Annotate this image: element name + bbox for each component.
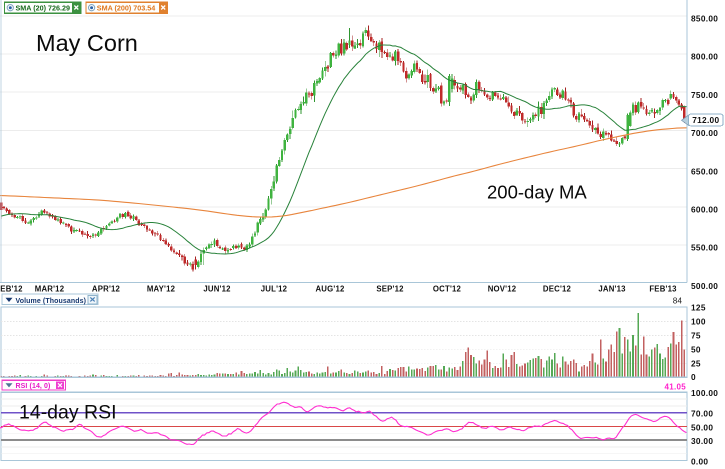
svg-text:650.00: 650.00 <box>691 166 718 176</box>
svg-text:JUN'12: JUN'12 <box>203 285 231 294</box>
svg-text:75: 75 <box>691 330 701 340</box>
svg-text:70.00: 70.00 <box>691 409 713 419</box>
svg-text:84: 84 <box>673 296 683 306</box>
svg-text:30.00: 30.00 <box>691 436 713 446</box>
svg-text:JUL'12: JUL'12 <box>261 285 288 294</box>
svg-text:100: 100 <box>691 316 706 326</box>
svg-text:500.00: 500.00 <box>691 281 718 291</box>
svg-text:FEB'13: FEB'13 <box>649 285 677 294</box>
svg-text:600.00: 600.00 <box>691 205 718 215</box>
svg-text:Volume (Thousands): Volume (Thousands) <box>16 298 87 305</box>
svg-text:14-day RSI: 14-day RSI <box>19 402 117 424</box>
svg-text:AUG'12: AUG'12 <box>315 285 345 294</box>
svg-text:800.00: 800.00 <box>691 52 718 62</box>
svg-text:SMA (200) 703.54: SMA (200) 703.54 <box>97 3 155 12</box>
svg-text:SMA (20) 726.29: SMA (20) 726.29 <box>16 3 70 12</box>
svg-text:FEB'12: FEB'12 <box>0 285 23 294</box>
svg-text:RSI (14, 0): RSI (14, 0) <box>16 383 51 390</box>
svg-text:OCT'12: OCT'12 <box>433 285 462 294</box>
svg-text:DEC'12: DEC'12 <box>543 285 572 294</box>
svg-text:700.00: 700.00 <box>691 128 718 138</box>
svg-text:50.00: 50.00 <box>691 422 713 432</box>
svg-text:25: 25 <box>691 358 701 368</box>
svg-text:125: 125 <box>691 303 706 313</box>
svg-text:200-day MA: 200-day MA <box>487 182 587 203</box>
svg-text:NOV'12: NOV'12 <box>488 285 517 294</box>
svg-text:750.00: 750.00 <box>691 90 718 100</box>
svg-text:MAY'12: MAY'12 <box>147 285 176 294</box>
svg-text:550.00: 550.00 <box>691 243 718 253</box>
svg-text:50: 50 <box>691 344 701 354</box>
svg-text:0: 0 <box>691 372 696 382</box>
svg-text:850.00: 850.00 <box>691 13 718 23</box>
svg-text:0.00: 0.00 <box>691 456 708 466</box>
svg-text:712.00: 712.00 <box>692 115 719 125</box>
svg-text:100.00: 100.00 <box>691 388 718 398</box>
svg-text:SEP'12: SEP'12 <box>376 285 404 294</box>
svg-text:APR'12: APR'12 <box>92 285 121 294</box>
svg-text:May Corn: May Corn <box>36 30 138 56</box>
svg-text:MAR'12: MAR'12 <box>35 285 65 294</box>
svg-text:JAN'13: JAN'13 <box>598 285 626 294</box>
svg-text:41.05: 41.05 <box>664 382 686 391</box>
